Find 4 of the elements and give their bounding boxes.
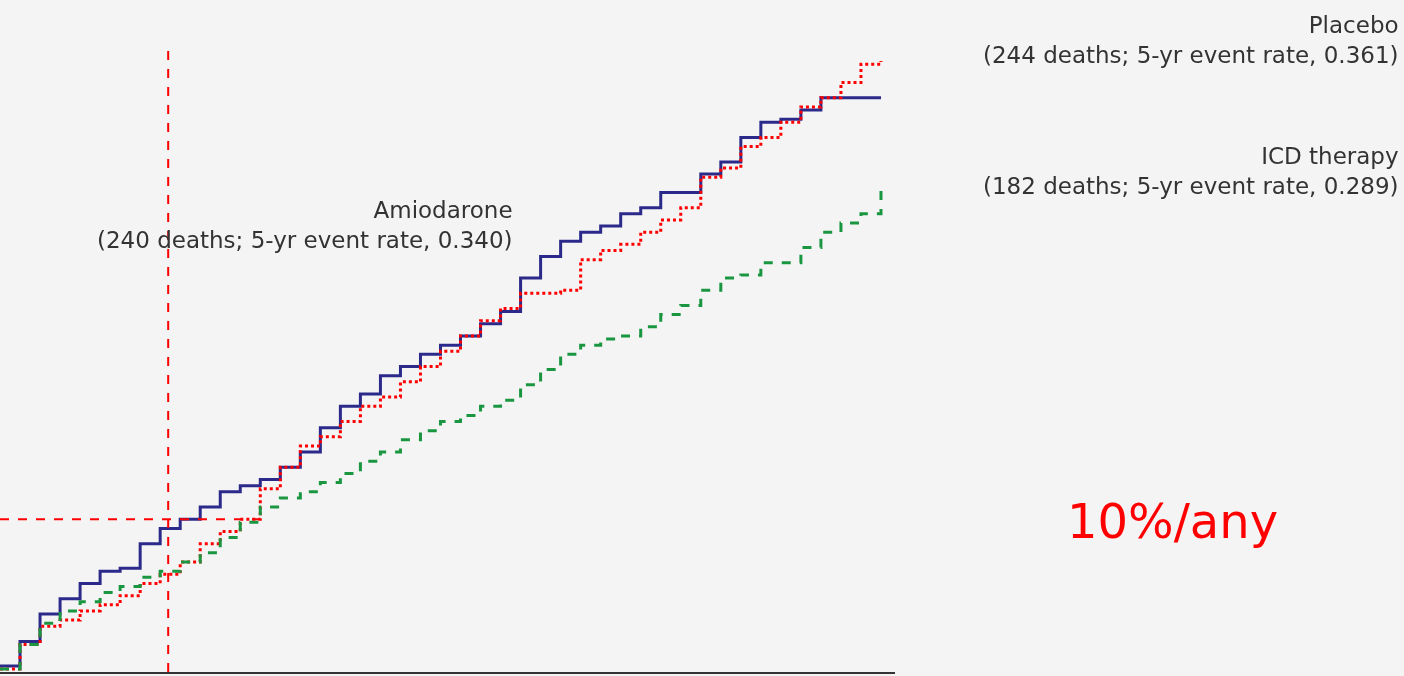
annotation: Amiodarone (240 deaths; 5-yr event rate, 0.340) bbox=[97, 197, 513, 253]
text: Placebo (244 deaths; 5-yr event rate, 0.361) bbox=[983, 12, 1399, 68]
text: ICD therapy (182 deaths; 5-yr event rate, 0.289) bbox=[983, 143, 1399, 199]
text: 10%/any bbox=[1067, 493, 1279, 549]
